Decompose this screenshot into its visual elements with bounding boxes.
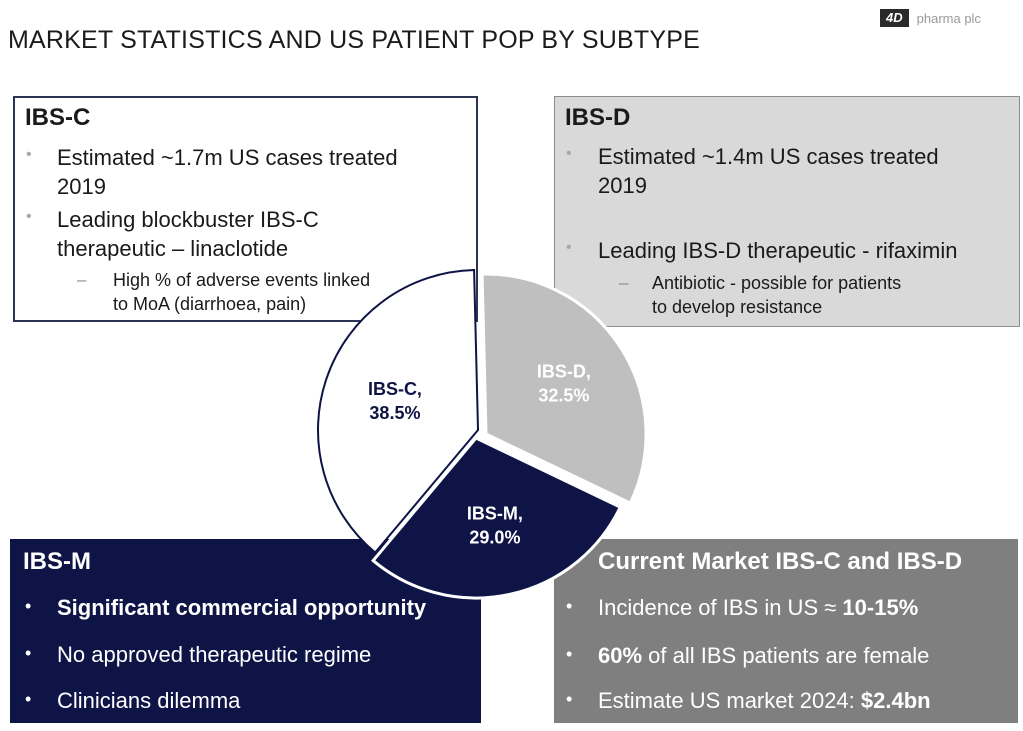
market-bullet-1: Incidence of IBS in US ≈ 10-15% [598, 595, 919, 620]
dash-icon: – [77, 270, 87, 289]
ibs-m-bullet-2: No approved therapeutic regime [57, 642, 372, 667]
ibs-d-sub-line-2: to develop resistance [652, 297, 823, 317]
bullet-icon: • [566, 644, 573, 664]
ibs-c-heading: IBS-C [25, 104, 91, 131]
pie-value-ibs-d: 32.5% [538, 386, 589, 406]
ibs-m-bullet-3: Clinicians dilemma [57, 688, 241, 713]
pie-value-ibs-c: 38.5% [369, 403, 420, 423]
ibs-d-bullet-1-line-1: Estimated ~1.4m US cases treated [598, 144, 939, 169]
ibs-c-sub-line-1: High % of adverse events linked [113, 270, 371, 290]
bullet-icon: • [25, 596, 32, 616]
ibs-c-bullet-1-line-2: 2019 [57, 174, 106, 199]
ibs-m-bullet-1: Significant commercial opportunity [57, 595, 427, 620]
brand-mark: 4D [880, 9, 909, 27]
pie-label-ibs-m: IBS-M, [467, 504, 523, 524]
pie-slice-ibs-m [371, 436, 623, 600]
pie-value-ibs-m: 29.0% [469, 528, 520, 548]
ibs-c-bullet-1-line-1: Estimated ~1.7m US cases treated [57, 145, 398, 170]
market-bullet-2: 60% of all IBS patients are female [598, 643, 930, 668]
bullet-icon: • [566, 596, 573, 616]
ibs-c-box: IBS-C • Estimated ~1.7m US cases treated… [13, 96, 478, 322]
ibs-c-sub-line-2: to MoA (diarrhoea, pain) [113, 294, 307, 314]
ibs-m-heading: IBS-M [23, 548, 91, 575]
brand-name: pharma plc [916, 10, 981, 26]
ibs-c-bullet-2-line-1: Leading blockbuster IBS-C [57, 207, 319, 232]
ibs-d-heading: IBS-D [565, 104, 631, 131]
ibs-d-bullet-2-line-1: Leading IBS-D therapeutic - rifaximin [598, 238, 958, 263]
bullet-icon: • [26, 208, 32, 225]
ibs-c-bullet-2-line-2: therapeutic – linaclotide [57, 236, 289, 261]
pie-label-ibs-c: IBS-C, [368, 379, 422, 399]
dash-icon: – [619, 273, 629, 292]
ibs-d-box: IBS-D • Estimated ~1.4m US cases treated… [554, 96, 1020, 327]
market-heading: Current Market IBS-C and IBS-D [598, 548, 963, 575]
bullet-icon: • [566, 689, 573, 709]
brand-logo: 4D pharma plc [880, 9, 981, 27]
pie-label-ibs-d: IBS-D, [537, 362, 591, 382]
bullet-icon: • [566, 239, 572, 256]
market-bullet-3: Estimate US market 2024: $2.4bn [598, 688, 931, 713]
market-box: Current Market IBS-C and IBS-D • Inciden… [554, 539, 1018, 723]
bullet-icon: • [566, 145, 572, 162]
bullet-icon: • [25, 643, 32, 663]
pie-slice-ibs-d [480, 272, 648, 506]
bullet-icon: • [26, 146, 32, 163]
page-title: MARKET STATISTICS AND US PATIENT POP BY … [8, 26, 700, 54]
bullet-icon: • [25, 689, 32, 709]
ibs-d-sub-line-1: Antibiotic - possible for patients [652, 273, 902, 293]
pie-slice-ibs-c [317, 269, 480, 554]
ibs-d-bullet-1-line-2: 2019 [598, 173, 647, 198]
